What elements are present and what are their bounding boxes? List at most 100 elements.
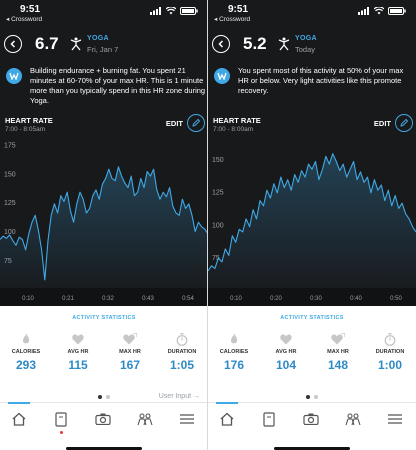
- x-tick-label: 0:54: [182, 296, 194, 302]
- y-tick-label: 100: [4, 229, 16, 236]
- tab-team[interactable]: [343, 409, 363, 429]
- duration-stat: DURATION 1:00: [364, 332, 416, 372]
- status-time: 9:51: [228, 4, 249, 15]
- flame-icon: [22, 333, 30, 344]
- tab-active-indicator: [8, 402, 30, 404]
- x-tick-label: 0:20: [270, 296, 282, 302]
- edit-button[interactable]: [395, 114, 413, 132]
- x-tick-label: 0:10: [230, 296, 242, 302]
- x-tick-label: 0:43: [142, 296, 154, 302]
- activity-type: YOGA: [87, 35, 109, 42]
- x-tick-label: 0:30: [310, 296, 322, 302]
- pencil-icon: [400, 118, 409, 127]
- strain-score: 5.2: [243, 34, 267, 53]
- tab-active-indicator: [216, 402, 238, 404]
- battery-icon: [388, 7, 406, 15]
- heart-arrow-icon: [123, 333, 137, 345]
- activity-type: YOGA: [295, 35, 317, 42]
- max-hr-label: MAX HR: [119, 349, 141, 355]
- page-dot-active: [98, 395, 102, 399]
- pencil-icon: [192, 118, 201, 127]
- tab-menu[interactable]: [385, 409, 405, 429]
- calories-label: CALORIES: [11, 349, 41, 355]
- team-icon: [345, 412, 361, 425]
- x-axis-band: [0, 288, 207, 306]
- avg-hr-value: 115: [68, 358, 88, 372]
- activity-header: 6.7 YOGA Fri, Jan 7: [0, 34, 207, 58]
- tab-menu[interactable]: [177, 409, 197, 429]
- heart-rate-chart: 175150125100750:100:210:320:430:54: [0, 132, 207, 306]
- system-icons: [358, 7, 406, 15]
- duration-stat: DURATION 1:05: [156, 332, 207, 372]
- wifi-icon: [374, 7, 384, 15]
- signal-icon: [358, 7, 369, 15]
- edit-label[interactable]: EDIT: [165, 119, 183, 128]
- insight-text: You spent most of this activity at 50% o…: [238, 66, 404, 95]
- camera-icon: [95, 413, 111, 425]
- page-dot[interactable]: [106, 395, 110, 399]
- duration-label: DURATION: [375, 349, 405, 355]
- home-indicator: [274, 447, 350, 450]
- heart-rate-title: HEART RATE: [5, 116, 53, 125]
- x-tick-label: 0:21: [62, 296, 74, 302]
- x-tick-label: 0:50: [390, 296, 402, 302]
- x-tick-label: 0:32: [102, 296, 114, 302]
- chevron-left-icon: [218, 40, 224, 48]
- back-button[interactable]: [212, 35, 230, 53]
- user-input-link[interactable]: User Input →: [158, 393, 200, 400]
- heart-rate-line: [208, 153, 416, 272]
- home-icon: [12, 412, 26, 426]
- tab-home[interactable]: [217, 409, 237, 429]
- heart-rate-time-range: 7:00 - 8:05am: [5, 126, 46, 133]
- insight-card: You spent most of this activity at 50% o…: [214, 66, 414, 106]
- status-bar: 9:51 ◂ Crossword: [208, 3, 416, 25]
- insight-text: Building endurance + burning fat. You sp…: [30, 66, 206, 105]
- home-icon: [220, 412, 234, 426]
- back-to-app-link[interactable]: ◂ Crossword: [214, 16, 251, 23]
- edit-label[interactable]: EDIT: [373, 119, 391, 128]
- tab-home[interactable]: [9, 409, 29, 429]
- heart-icon: [72, 334, 84, 344]
- yoga-icon: [278, 37, 290, 51]
- heart-rate-chart: 150 125 100 75 0:10 0:20 0:30 0:40 0:50: [208, 132, 416, 306]
- whoop-logo-icon: [214, 68, 230, 84]
- heart-rate-title: HEART RATE: [213, 116, 261, 125]
- tab-camera[interactable]: [301, 409, 321, 429]
- page-indicator: User Input →: [0, 393, 207, 403]
- tab-journal[interactable]: [259, 409, 279, 429]
- activity-detail-panel-2: 9:51 ◂ Crossword 5.2 YOGA Today: [208, 0, 416, 450]
- y-tick-label: 125: [212, 190, 224, 197]
- stats-section: ACTIVITY STATISTICS CALORIES 293 AVG HR …: [0, 306, 207, 450]
- activity-detail-panel-1: 9:51 ◂ Crossword 6.7 YOGA Fri, Jan 7: [0, 0, 208, 450]
- back-button[interactable]: [4, 35, 22, 53]
- x-tick-label: 0:10: [22, 296, 34, 302]
- duration-value: 1:00: [377, 358, 403, 372]
- tab-bar: [208, 402, 416, 436]
- stopwatch-icon: [384, 332, 396, 346]
- calories-stat: CALORIES 176: [208, 332, 260, 372]
- journal-icon: [263, 411, 275, 427]
- y-tick-label: 75: [212, 255, 220, 262]
- tab-team[interactable]: [135, 409, 155, 429]
- activity-statistics-title: ACTIVITY STATISTICS: [280, 315, 344, 321]
- chevron-left-icon: [10, 40, 16, 48]
- y-tick-label: 150: [212, 157, 224, 164]
- heart-icon: [280, 334, 292, 344]
- page-dot-active: [306, 395, 310, 399]
- calories-label: CALORIES: [219, 349, 249, 355]
- avg-hr-label: AVG HR: [275, 349, 297, 355]
- back-to-app-link[interactable]: ◂ Crossword: [6, 16, 43, 23]
- dark-section: 9:51 ◂ Crossword 6.7 YOGA Fri, Jan 7: [0, 0, 207, 306]
- tab-camera[interactable]: [93, 409, 113, 429]
- edit-button[interactable]: [187, 114, 205, 132]
- calories-value: 176: [223, 358, 245, 372]
- tab-journal[interactable]: [51, 409, 71, 434]
- battery-icon: [180, 7, 198, 15]
- wifi-icon: [166, 7, 176, 15]
- activity-date: Today: [295, 45, 316, 54]
- tab-bar: [0, 402, 207, 436]
- journal-icon: [55, 411, 67, 427]
- page-indicator: [208, 393, 416, 403]
- page-dot[interactable]: [314, 395, 318, 399]
- stats-section: ACTIVITY STATISTICS CALORIES 176 AVG HR …: [208, 306, 416, 450]
